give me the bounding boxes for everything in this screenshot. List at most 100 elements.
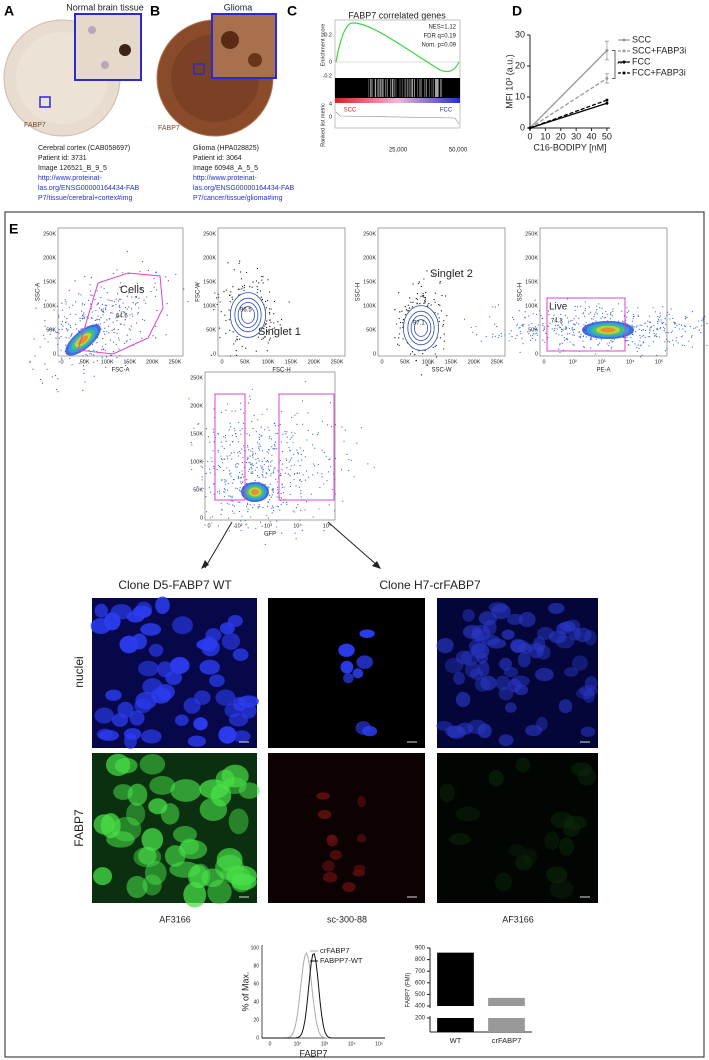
event-dot bbox=[702, 320, 705, 322]
event-dot bbox=[289, 468, 291, 471]
y-tick-label: 150K bbox=[363, 279, 376, 285]
y-axis-label: SSC-H bbox=[518, 283, 524, 302]
y-tick-label: 150K bbox=[525, 279, 538, 285]
event-dot bbox=[102, 349, 104, 351]
cell bbox=[317, 809, 332, 820]
cell bbox=[137, 660, 159, 677]
event-dot bbox=[241, 428, 243, 430]
event-dot bbox=[658, 320, 660, 322]
event-dot bbox=[231, 298, 234, 300]
event-dot bbox=[231, 495, 233, 497]
event-dot bbox=[578, 331, 581, 333]
event-dot bbox=[226, 458, 229, 460]
event-dot bbox=[667, 332, 669, 334]
x-axis-label: GFP bbox=[264, 532, 276, 538]
event-dot bbox=[240, 520, 242, 522]
event-dot bbox=[664, 350, 667, 352]
antibody-label: AF3166 bbox=[159, 914, 191, 924]
event-dot bbox=[123, 312, 125, 314]
event-dot bbox=[569, 341, 571, 343]
event-dot bbox=[497, 304, 500, 306]
event-dot bbox=[70, 335, 72, 337]
cell bbox=[583, 689, 595, 704]
x-tick-label: 10⁵ bbox=[323, 522, 331, 529]
clone-title: Clone D5-FABP7 WT bbox=[118, 578, 232, 592]
event-dot bbox=[592, 318, 594, 320]
event-dot bbox=[207, 460, 209, 463]
event-dot bbox=[288, 473, 290, 475]
event-dot bbox=[269, 499, 271, 501]
event-dot bbox=[702, 318, 704, 320]
event-dot bbox=[557, 324, 559, 326]
event-dot bbox=[439, 281, 441, 283]
event-dot bbox=[101, 349, 103, 351]
event-dot bbox=[642, 341, 645, 343]
event-dot bbox=[609, 318, 611, 320]
event-dot bbox=[323, 529, 325, 532]
event-dot bbox=[289, 493, 291, 496]
event-dot bbox=[641, 324, 643, 326]
event-dot bbox=[328, 459, 330, 461]
cell bbox=[455, 691, 471, 708]
event-dot bbox=[492, 336, 494, 338]
series-line bbox=[529, 99, 608, 129]
event-dot bbox=[256, 291, 258, 294]
event-dot bbox=[250, 450, 252, 452]
event-dot bbox=[268, 452, 270, 454]
event-dot bbox=[119, 310, 121, 312]
event-dot bbox=[241, 461, 244, 464]
event-dot bbox=[267, 534, 269, 537]
event-dot bbox=[258, 460, 260, 462]
y-tick-label: 0 bbox=[520, 122, 525, 132]
event-dot bbox=[595, 338, 597, 340]
event-dot bbox=[273, 422, 276, 424]
event-dot bbox=[425, 291, 427, 294]
event-dot bbox=[239, 490, 241, 492]
contour bbox=[407, 310, 435, 346]
event-dot bbox=[594, 313, 596, 315]
event-dot bbox=[531, 329, 533, 331]
event-dot bbox=[262, 476, 264, 478]
y-tick-label: 900 bbox=[415, 946, 426, 952]
event-dot bbox=[268, 429, 270, 431]
event-dot bbox=[267, 517, 269, 519]
event-dot bbox=[273, 509, 275, 512]
event-dot bbox=[598, 342, 601, 344]
event-dot bbox=[652, 341, 654, 343]
event-dot bbox=[632, 326, 634, 328]
event-dot bbox=[323, 452, 325, 454]
event-dot bbox=[443, 333, 445, 335]
event-dot bbox=[60, 349, 62, 351]
event-dot bbox=[424, 296, 426, 299]
event-dot bbox=[417, 282, 419, 285]
event-dot bbox=[293, 511, 296, 513]
event-dot bbox=[494, 306, 496, 308]
event-dot bbox=[344, 429, 347, 431]
event-dot bbox=[241, 470, 243, 472]
event-dot bbox=[260, 435, 262, 437]
event-dot bbox=[664, 328, 666, 330]
event-dot bbox=[343, 440, 345, 442]
event-dot bbox=[516, 325, 518, 327]
event-dot bbox=[225, 319, 227, 322]
event-dot bbox=[111, 312, 113, 314]
event-dot bbox=[542, 339, 544, 341]
cell bbox=[131, 633, 147, 650]
event-dot bbox=[155, 271, 157, 273]
event-dot bbox=[435, 356, 438, 358]
event-dot bbox=[430, 304, 432, 306]
event-dot bbox=[678, 323, 680, 325]
plot-frame bbox=[217, 227, 346, 357]
y-tick-label: 10 bbox=[515, 91, 525, 101]
event-dot bbox=[111, 305, 113, 307]
event-dot bbox=[518, 327, 520, 329]
event-dot bbox=[265, 476, 267, 478]
event-dot bbox=[84, 381, 86, 383]
x-tick-label: 100K bbox=[422, 359, 435, 365]
event-dot bbox=[248, 468, 251, 470]
cell bbox=[148, 643, 164, 657]
event-dot bbox=[217, 433, 220, 435]
event-dot bbox=[341, 426, 343, 428]
event-dot bbox=[312, 474, 314, 476]
event-dot bbox=[568, 332, 571, 335]
